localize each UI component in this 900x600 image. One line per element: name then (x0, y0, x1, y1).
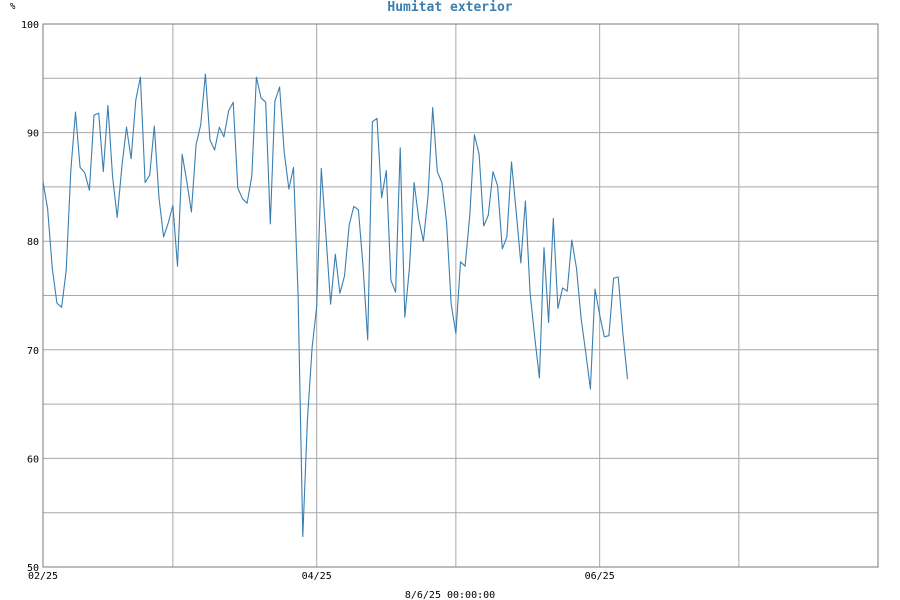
x-tick-label: 02/25 (28, 571, 58, 582)
grid (43, 23, 878, 568)
y-unit-label: % (10, 2, 16, 12)
chart-title: Humitat exterior (387, 0, 512, 15)
y-tick-label: 50 (27, 563, 39, 574)
plot-frame (42, 23, 879, 568)
series-line (42, 73, 629, 538)
y-tick-label: 80 (27, 237, 39, 248)
y-tick-label: 60 (27, 454, 39, 465)
y-tick-label: 100 (21, 20, 39, 31)
y-axis-ticks: 50 60 70 80 90 100 (21, 20, 39, 574)
y-tick-label: 90 (27, 129, 39, 140)
series-layer (42, 73, 629, 538)
x-tick-label: 06/25 (585, 571, 615, 582)
x-axis-ticks: 02/25 04/25 06/25 (28, 571, 615, 582)
y-tick-label: 70 (27, 346, 39, 357)
timestamp-footer: 8/6/25 00:00:00 (405, 590, 495, 600)
x-tick-label: 04/25 (302, 571, 332, 582)
